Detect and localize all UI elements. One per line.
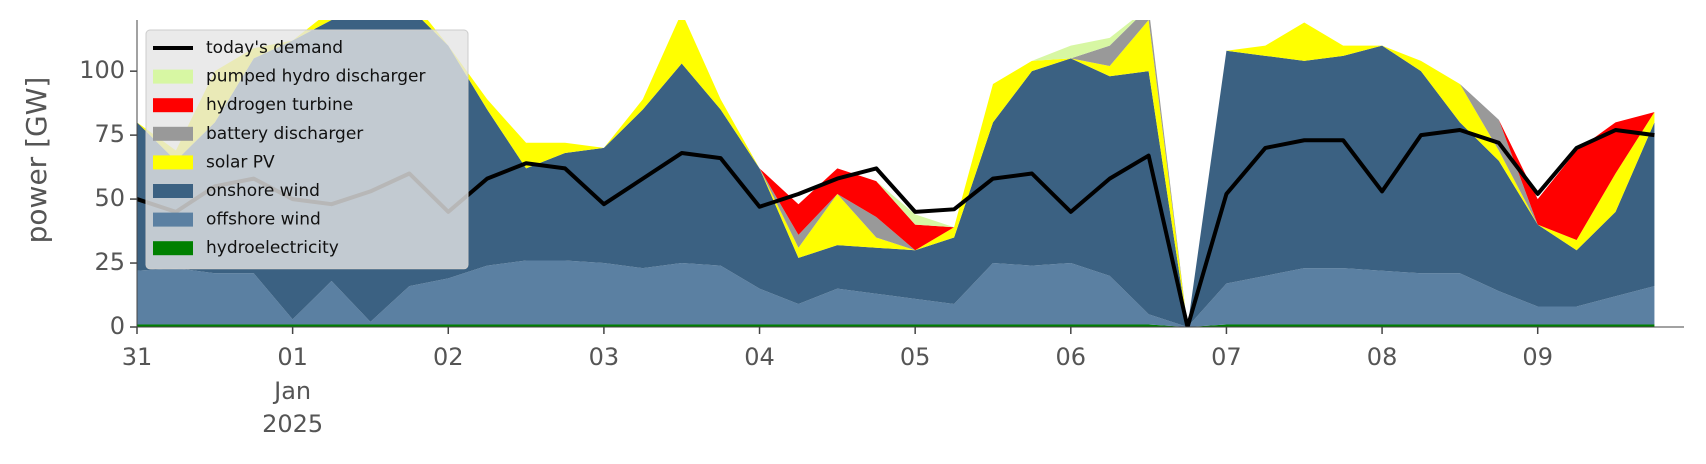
legend-label: hydroelectricity: [206, 238, 339, 258]
x-tick-label: 09: [1522, 343, 1553, 371]
legend-swatch: [153, 184, 193, 198]
x-tick-label: 31: [122, 343, 153, 371]
x-tick-label: 06: [1056, 343, 1087, 371]
legend: today's demand pumped hydro discharger hyd…: [145, 29, 469, 270]
legend-swatch: [153, 98, 193, 113]
x-tick-label: 07: [1211, 343, 1242, 371]
legend-swatch: [153, 241, 193, 256]
y-tick-label: 25: [94, 248, 125, 276]
legend-swatch: [153, 212, 193, 227]
x-tick-label: 02: [433, 343, 464, 371]
y-tick-label: 75: [94, 120, 125, 148]
legend-label: hydrogen turbine: [206, 95, 353, 115]
legend-swatch: [153, 69, 193, 84]
x-tick-sublabel: 2025: [262, 410, 323, 438]
legend-label: onshore wind: [206, 181, 320, 201]
legend-label: pumped hydro discharger: [206, 67, 425, 87]
y-tick-label: 0: [110, 312, 125, 340]
area: [137, 324, 1655, 327]
y-axis-label: power [GW]: [20, 77, 53, 244]
y-tick-label: 50: [94, 184, 125, 212]
legend-label: today's demand: [206, 38, 343, 58]
legend-label: offshore wind: [206, 210, 321, 230]
legend-label: battery discharger: [206, 124, 363, 144]
legend-swatch: [153, 126, 193, 141]
x-tick-label: 01: [277, 343, 308, 371]
area: [137, 260, 1655, 327]
legend-swatch: [153, 155, 193, 170]
legend-label: solar PV: [206, 152, 275, 172]
legend-box: [145, 29, 469, 270]
x-tick-label: 08: [1367, 343, 1398, 371]
x-tick-label: 05: [900, 343, 931, 371]
y-tick-label: 100: [79, 56, 125, 84]
x-tick-label: 04: [744, 343, 775, 371]
x-tick-sublabel: Jan: [272, 377, 311, 405]
x-tick-label: 03: [589, 343, 620, 371]
area: [137, 20, 1655, 327]
